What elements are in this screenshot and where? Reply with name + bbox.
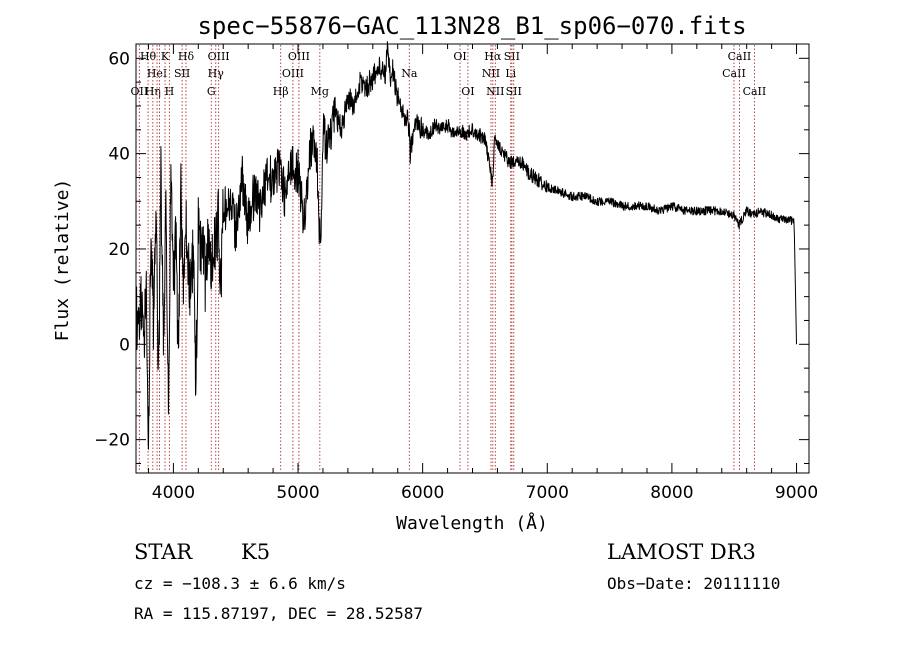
ref-line-label-17: OI bbox=[453, 50, 466, 63]
ref-line-label-1: Hθ bbox=[140, 50, 157, 63]
x-tick-label-4000: 4000 bbox=[152, 483, 195, 503]
y-tick-label--20: −20 bbox=[94, 431, 130, 451]
ref-line-label-13: OIII bbox=[282, 67, 304, 80]
ref-line-label-3: HeI bbox=[147, 67, 167, 80]
survey-label: LAMOST DR3 bbox=[607, 540, 756, 564]
x-tick-label-7000: 7000 bbox=[526, 483, 569, 503]
ref-line-label-15: Mg bbox=[311, 85, 329, 98]
series-layer bbox=[135, 41, 797, 450]
y-tick-label-40: 40 bbox=[108, 145, 130, 165]
observation-date: Obs−Date: 20111110 bbox=[607, 574, 781, 593]
redshift-cz: cz = −108.3 ± 6.6 km/s bbox=[134, 574, 346, 593]
ref-line-label-12: Hβ bbox=[273, 85, 289, 98]
y-axis-label: Flux (relative) bbox=[52, 179, 73, 342]
y-tick-label-0: 0 bbox=[119, 335, 130, 355]
ref-line-label-23: SII bbox=[504, 50, 520, 63]
y-tick-label-20: 20 bbox=[108, 240, 130, 260]
x-tick-label-8000: 8000 bbox=[650, 483, 693, 503]
ref-line-label-26: CaII bbox=[728, 50, 752, 63]
ref-line-label-19: NII bbox=[482, 67, 500, 80]
ref-line-label-20: Hα bbox=[484, 50, 502, 63]
y-tick-label-60: 60 bbox=[108, 49, 130, 69]
plot-frame bbox=[135, 43, 810, 474]
x-axis-label: Wavelength (Å) bbox=[396, 512, 548, 534]
ref-line-label-8: Hδ bbox=[178, 50, 195, 63]
ref-line-label-5: K bbox=[161, 50, 170, 63]
ref-line-label-22: Li bbox=[505, 67, 516, 80]
ref-line-label-11: OIII bbox=[208, 50, 230, 63]
ref-line-label-6: H bbox=[165, 85, 175, 98]
object-subclass: K5 bbox=[241, 540, 271, 564]
x-tick-label-6000: 6000 bbox=[401, 483, 444, 503]
ref-line-label-9: G bbox=[207, 85, 216, 98]
ref-line-label-14: OIII bbox=[288, 50, 310, 63]
ref-line-label-2: Hη bbox=[145, 85, 161, 98]
ref-line-label-21: NII bbox=[486, 85, 504, 98]
ref-line-label-7: SII bbox=[174, 67, 190, 80]
ref-line-label-10: Hγ bbox=[208, 67, 225, 80]
chart-title: spec−55876−GAC_113N28_B1_sp06−070.fits bbox=[197, 12, 746, 40]
ref-line-label-27: CaII bbox=[743, 85, 767, 98]
x-tick-label-5000: 5000 bbox=[276, 483, 319, 503]
ref-line-label-18: OI bbox=[461, 85, 474, 98]
ra-dec-coordinates: RA = 115.87197, DEC = 28.52587 bbox=[134, 604, 423, 623]
ref-line-label-25: CaII bbox=[722, 67, 746, 80]
ref-line-label-16: Na bbox=[401, 67, 418, 80]
ref-line-label-0: OII bbox=[131, 85, 149, 98]
ref-line-label-24: SII bbox=[506, 85, 522, 98]
emission-lines-layer: OII Hθ Hη HeI K H SII Hδ G Hγ OIII Hβ OIII OIII Mg Na OI… bbox=[131, 45, 767, 472]
series-line-flux bbox=[135, 41, 797, 450]
x-tick-label-9000: 9000 bbox=[775, 483, 818, 503]
ticks-layer: 4000 5000 6000 7000 8000 9000 −20 0 20 40 60 bbox=[94, 44, 818, 503]
object-class: STAR bbox=[134, 540, 193, 564]
